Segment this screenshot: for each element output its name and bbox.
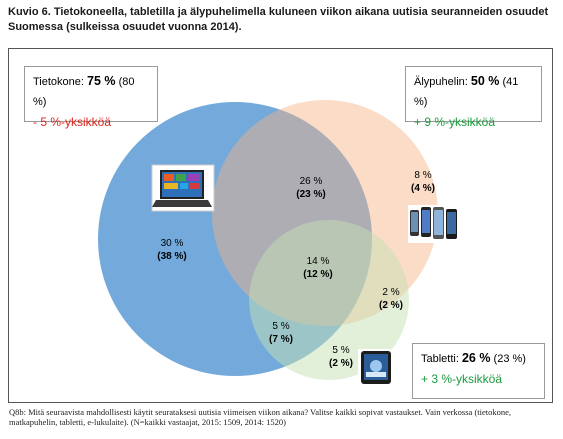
region-value: 5 %	[272, 321, 290, 332]
legend-computer-line: Tietokone: 75 % (80 %)	[33, 71, 149, 112]
region-value: 2 %	[382, 287, 400, 298]
legend-smartphone-delta: + 9 %-yksikköä	[414, 115, 496, 129]
legend-tablet-name: Tabletti:	[421, 353, 459, 365]
legend-smartphone-old: (41 %)	[414, 76, 519, 108]
region-old-value: (38 %)	[157, 251, 187, 262]
region-smartphone-tablet: 2 % (2 %)	[361, 286, 421, 312]
region-old-value: (7 %)	[269, 334, 293, 345]
figure-title: Kuvio 6. Tietokoneella, tabletilla ja äl…	[8, 6, 549, 33]
tablet-icon	[358, 349, 394, 385]
figure-frame	[8, 48, 553, 403]
region-computer-only: 30 % (38 %)	[142, 237, 202, 263]
legend-computer-value: 75 %	[87, 74, 116, 88]
region-all-three: 14 % (12 %)	[288, 255, 348, 281]
region-tablet-only: 5 % (2 %)	[311, 344, 371, 370]
laptop-icon	[151, 164, 215, 212]
region-old-value: (2 %)	[329, 358, 353, 369]
region-value: 26 %	[299, 176, 323, 187]
region-value: 30 %	[160, 238, 184, 249]
region-old-value: (12 %)	[303, 269, 333, 280]
region-old-value: (4 %)	[411, 183, 435, 194]
region-value: 14 %	[306, 256, 330, 267]
legend-tablet-line: Tabletti: 26 % (23 %)	[421, 348, 536, 369]
legend-computer-delta: - 5 %-yksikköä	[33, 115, 112, 129]
region-old-value: (23 %)	[296, 189, 326, 200]
region-smartphone-only: 8 % (4 %)	[393, 169, 453, 195]
legend-computer-old: (80 %)	[33, 76, 135, 108]
region-computer-tablet: 5 % (7 %)	[251, 320, 311, 346]
legend-tablet-delta: + 3 %-yksikköä	[421, 372, 503, 386]
legend-smartphone-line: Älypuhelin: 50 % (41 %)	[414, 71, 533, 112]
legend-tablet: Tabletti: 26 % (23 %) + 3 %-yksikköä	[412, 343, 545, 399]
legend-smartphone-value: 50 %	[470, 74, 500, 88]
legend-tablet-value: 26 %	[461, 351, 491, 365]
legend-computer: Tietokone: 75 % (80 %) - 5 %-yksikköä	[24, 66, 158, 129]
footnote: Q8b: Mitä seuraavista mahdollisesti käyt…	[9, 407, 512, 427]
smartphones-icon	[408, 205, 462, 243]
region-value: 5 %	[332, 345, 350, 356]
region-computer-smartphone: 26 % (23 %)	[281, 175, 341, 201]
region-old-value: (2 %)	[379, 300, 403, 311]
legend-smartphone-name: Älypuhelin:	[414, 76, 468, 88]
legend-smartphone: Älypuhelin: 50 % (41 %) + 9 %-yksikköä	[405, 66, 542, 129]
region-value: 8 %	[414, 170, 432, 181]
legend-tablet-old: (23 %)	[493, 353, 526, 365]
legend-computer-name: Tietokone:	[33, 76, 84, 88]
tablet-circle	[249, 220, 409, 380]
